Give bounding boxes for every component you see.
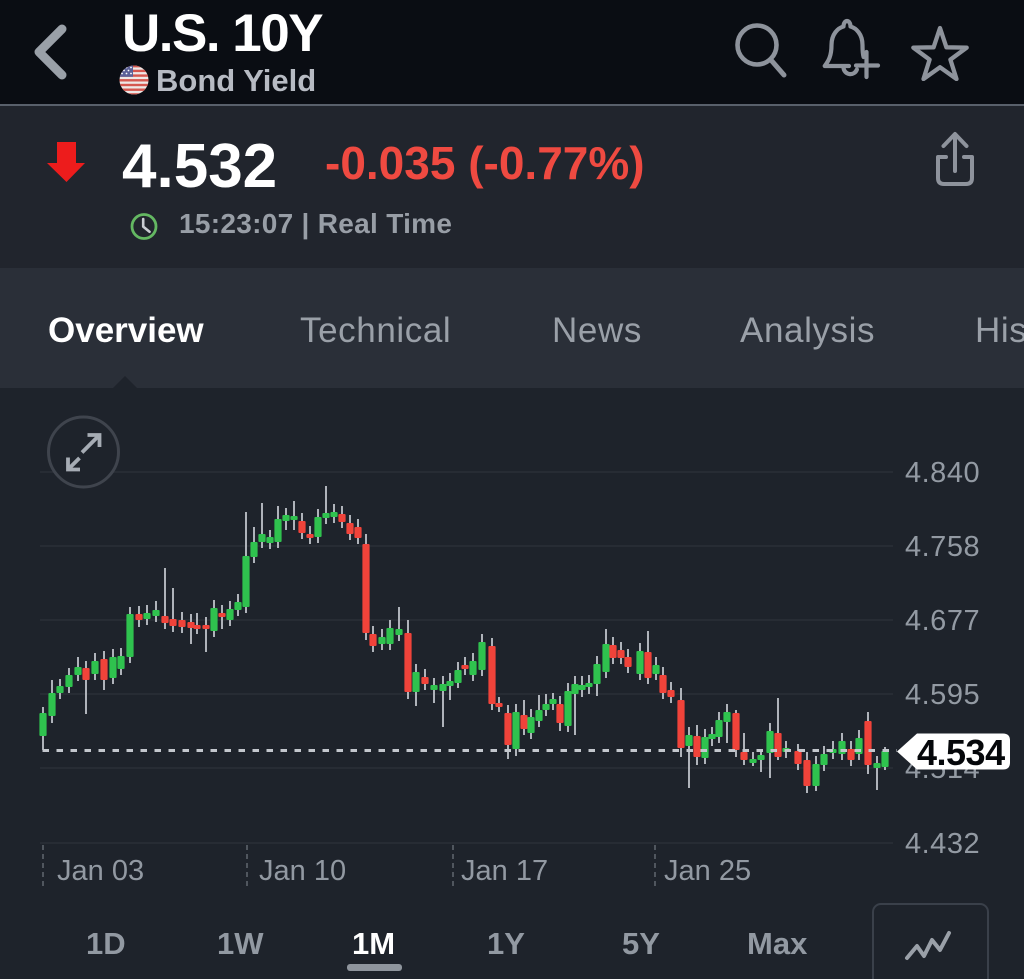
svg-text:4.595: 4.595	[905, 679, 980, 711]
svg-text:Jan 25: Jan 25	[664, 855, 751, 887]
svg-text:4.840: 4.840	[905, 457, 980, 489]
svg-text:4.677: 4.677	[905, 605, 980, 637]
svg-text:4.758: 4.758	[905, 531, 980, 563]
svg-text:Jan 03: Jan 03	[57, 855, 144, 887]
svg-text:4.432: 4.432	[905, 828, 980, 860]
svg-text:4.534: 4.534	[917, 732, 1005, 773]
svg-text:Jan 17: Jan 17	[461, 855, 548, 887]
svg-text:Jan 10: Jan 10	[259, 855, 346, 887]
